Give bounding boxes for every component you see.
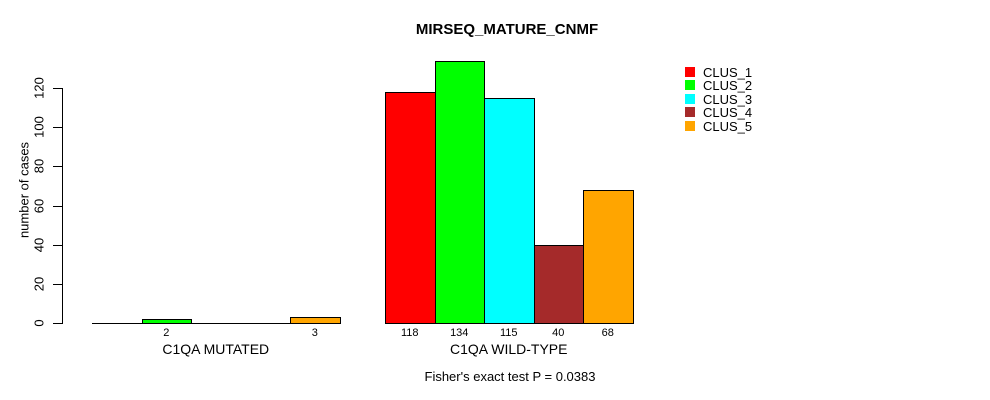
chart-title: MIRSEQ_MATURE_CNMF — [415, 21, 599, 38]
bar-value-label: 3 — [311, 327, 318, 339]
bar-clus_5 — [583, 189, 634, 324]
group-label: C1QA WILD-TYPE — [450, 341, 568, 357]
legend-swatch-clus_1 — [685, 67, 695, 77]
legend-swatch-clus_4 — [685, 107, 695, 118]
y-tick-mark — [53, 205, 62, 207]
bar-clus_4 — [533, 244, 584, 324]
bar-value-label: 134 — [450, 327, 469, 339]
legend-swatch-clus_2 — [685, 80, 695, 91]
bar-value-label: 68 — [601, 327, 614, 339]
legend-swatch-clus_5 — [685, 120, 695, 131]
legend-swatch-clus_3 — [685, 93, 695, 104]
legend-label: CLUS_5 — [703, 118, 753, 134]
legend-label: CLUS_2 — [703, 78, 753, 94]
legend-label: CLUS_4 — [703, 105, 753, 121]
y-tick-label: 60 — [31, 198, 47, 213]
legend-label: CLUS_1 — [703, 65, 753, 80]
y-tick-mark — [53, 323, 62, 324]
bar-clus_3 — [484, 97, 535, 324]
bar-clus_2 — [434, 60, 485, 324]
y-tick-label: 80 — [31, 159, 47, 174]
bar-value-label: 2 — [163, 327, 170, 339]
bar-value-label: 40 — [552, 327, 565, 339]
y-tick-label: 100 — [31, 116, 47, 139]
group-baseline — [92, 323, 341, 324]
y-tick-mark — [53, 244, 62, 246]
bar-clus_1 — [385, 91, 436, 324]
y-tick-mark — [53, 127, 62, 129]
y-tick-label: 120 — [31, 77, 47, 99]
y-tick-mark — [53, 88, 62, 89]
fisher-test-annotation: Fisher's exact test P = 0.0383 — [424, 369, 596, 384]
y-tick-label: 40 — [31, 237, 47, 252]
bar-clus_5 — [290, 317, 341, 324]
y-tick-label: 20 — [31, 276, 47, 292]
bar-value-label: 115 — [499, 327, 518, 339]
y-axis-line — [62, 88, 63, 324]
y-tick-mark — [53, 283, 62, 285]
legend-label: CLUS_3 — [703, 91, 753, 107]
group-label: C1QA MUTATED — [162, 341, 270, 357]
y-tick-label: 0 — [31, 319, 47, 327]
y-axis-label: number of cases — [16, 141, 32, 239]
y-tick-mark — [53, 166, 62, 168]
bar-value-label: 118 — [400, 327, 419, 339]
bar-clus_2 — [141, 319, 192, 324]
